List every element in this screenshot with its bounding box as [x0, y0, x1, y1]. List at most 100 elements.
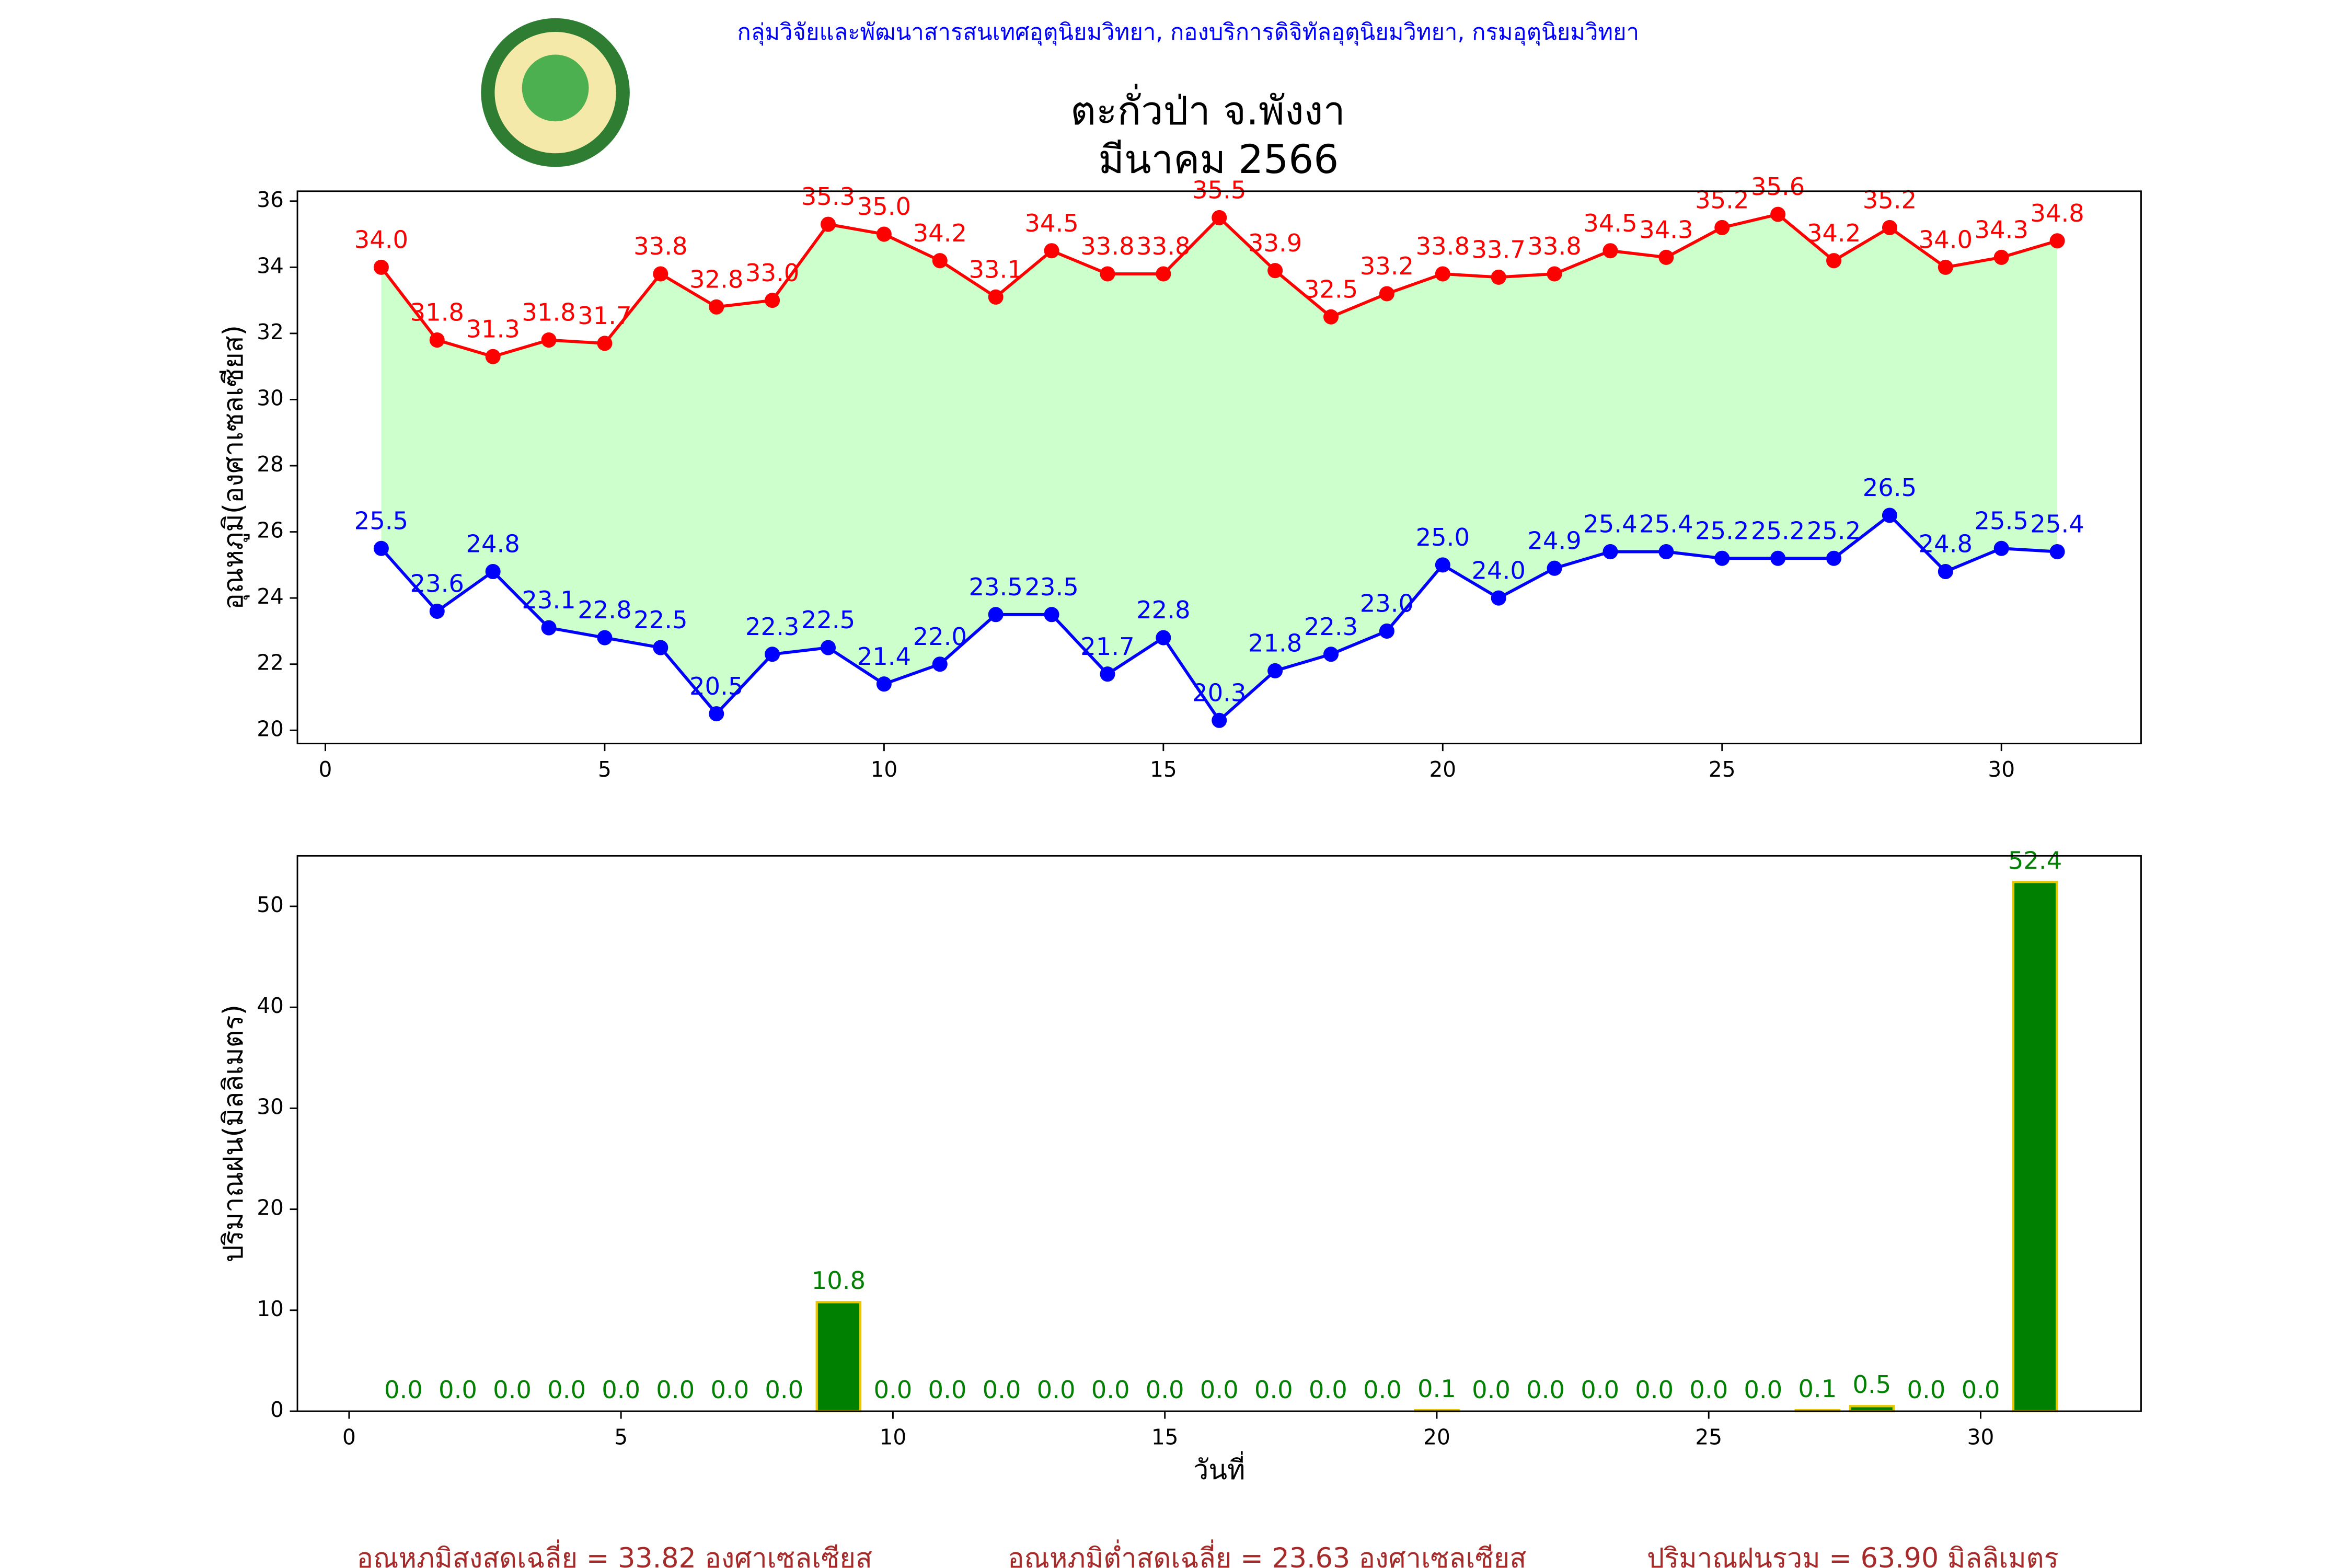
data-label: 35.3	[801, 182, 855, 211]
data-label: 0.0	[1689, 1376, 1728, 1404]
data-label: 20.5	[689, 672, 743, 700]
data-label: 0.0	[547, 1376, 586, 1404]
data-label: 34.3	[1639, 216, 1693, 244]
marker	[541, 332, 557, 348]
data-label: 21.8	[1248, 629, 1302, 658]
data-label: 34.2	[913, 219, 967, 247]
y-axis-label: อุณหภูมิ(องศาเซลเซียส)	[218, 325, 250, 610]
data-label: 31.8	[410, 298, 464, 327]
data-label: 22.8	[1136, 596, 1190, 624]
data-label: 0.0	[1962, 1376, 2000, 1404]
marker	[1323, 309, 1339, 325]
plot-frame	[296, 190, 2142, 745]
data-label: 26.5	[1863, 474, 1917, 502]
x-tick-label: 5	[598, 757, 612, 782]
marker	[485, 564, 501, 580]
data-label: 0.0	[602, 1376, 640, 1404]
marker	[1491, 590, 1506, 606]
fill-between	[381, 214, 2058, 721]
marker	[1547, 560, 1562, 576]
data-label: 25.2	[1807, 516, 1861, 545]
data-label: 22.0	[913, 622, 967, 651]
marker	[1882, 508, 1897, 523]
x-tick-label: 20	[1423, 1424, 1450, 1449]
y-tick-label: 22	[257, 650, 284, 675]
marker	[1100, 266, 1115, 282]
data-label: 10.8	[812, 1266, 866, 1295]
marker	[988, 289, 1004, 305]
data-label: 0.0	[1309, 1376, 1347, 1404]
data-label: 33.1	[969, 255, 1022, 283]
data-label: 33.8	[1136, 232, 1190, 260]
data-label: 35.0	[857, 192, 911, 221]
data-label: 0.0	[873, 1376, 912, 1404]
marker	[932, 656, 948, 672]
logo-figure	[522, 54, 589, 122]
y-tick-label: 50	[257, 892, 284, 917]
data-label: 0.0	[1200, 1376, 1239, 1404]
y-tick-label: 34	[257, 253, 284, 278]
marker	[653, 640, 668, 655]
data-label: 25.2	[1695, 516, 1749, 545]
x-tick-label: 25	[1695, 1424, 1722, 1449]
marker	[1826, 253, 1842, 269]
data-label: 25.0	[1416, 523, 1470, 551]
marker	[1770, 206, 1786, 222]
data-label: 35.2	[1863, 186, 1917, 214]
data-label: 35.5	[1192, 176, 1246, 204]
y-tick-label: 28	[257, 452, 284, 477]
marker	[2049, 544, 2065, 560]
data-label: 23.6	[410, 570, 464, 598]
data-label: 34.8	[2030, 199, 2084, 227]
marker	[1882, 220, 1897, 235]
data-label: 23.0	[1360, 590, 1414, 618]
data-label: 32.5	[1304, 275, 1358, 303]
marker	[1938, 259, 1953, 275]
title-line: ตะกั่วป่า จ.พังงา	[1070, 84, 1345, 134]
data-label: 22.8	[578, 596, 631, 624]
marker	[597, 630, 613, 645]
marker	[765, 293, 780, 308]
data-label: 33.8	[1080, 232, 1134, 260]
marker	[1267, 663, 1283, 678]
x-tick-label: 10	[880, 1424, 907, 1449]
data-label: 0.0	[1363, 1376, 1402, 1404]
data-label: 22.5	[633, 606, 687, 634]
marker	[2049, 233, 2065, 249]
data-label: 22.3	[1304, 613, 1358, 641]
marker	[765, 647, 780, 662]
x-tick-label: 15	[1151, 1424, 1179, 1449]
marker	[709, 706, 724, 722]
data-label: 0.0	[983, 1376, 1021, 1404]
x-axis-label: วันที่	[1193, 1451, 1246, 1486]
x-tick-label: 20	[1429, 757, 1456, 782]
x-tick-label: 10	[871, 757, 898, 782]
marker	[1826, 550, 1842, 566]
marker	[1770, 550, 1786, 566]
data-label: 24.8	[466, 530, 520, 558]
data-label: 25.2	[1751, 516, 1805, 545]
x-tick-label: 0	[319, 757, 332, 782]
y-tick-label: 36	[257, 187, 284, 212]
data-label: 34.5	[1024, 209, 1078, 237]
marker	[876, 676, 892, 692]
header: กลุ่มวิจัยและพัฒนาสารสนเทศอุตุนิยมวิทยา,…	[737, 19, 1639, 46]
y-tick-label: 26	[257, 518, 284, 543]
data-label: 0.0	[1146, 1376, 1184, 1404]
data-label: 35.6	[1751, 172, 1805, 201]
data-label: 23.5	[969, 573, 1022, 601]
data-label: 25.4	[2030, 510, 2084, 538]
data-label: 0.0	[439, 1376, 477, 1404]
marker	[1212, 210, 1227, 225]
x-tick-label: 30	[1967, 1424, 1994, 1449]
data-label: 0.0	[1037, 1376, 1076, 1404]
marker	[1156, 266, 1171, 282]
plot-frame	[296, 855, 2142, 1412]
data-label: 35.2	[1695, 186, 1749, 214]
marker	[541, 620, 557, 636]
marker	[1993, 249, 2009, 265]
marker	[1938, 564, 1953, 580]
data-label: 21.7	[1080, 632, 1134, 661]
data-label: 25.4	[1639, 510, 1693, 538]
